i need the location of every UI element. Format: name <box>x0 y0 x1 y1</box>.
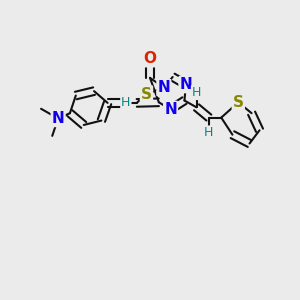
Text: N: N <box>179 77 192 92</box>
Text: H: H <box>192 86 201 99</box>
Text: N: N <box>164 102 177 117</box>
Text: H: H <box>121 96 130 110</box>
Text: N: N <box>158 80 170 95</box>
Text: N: N <box>52 111 64 126</box>
Text: S: S <box>141 87 152 102</box>
Text: O: O <box>143 51 157 66</box>
Text: S: S <box>233 95 244 110</box>
Text: H: H <box>204 126 214 140</box>
